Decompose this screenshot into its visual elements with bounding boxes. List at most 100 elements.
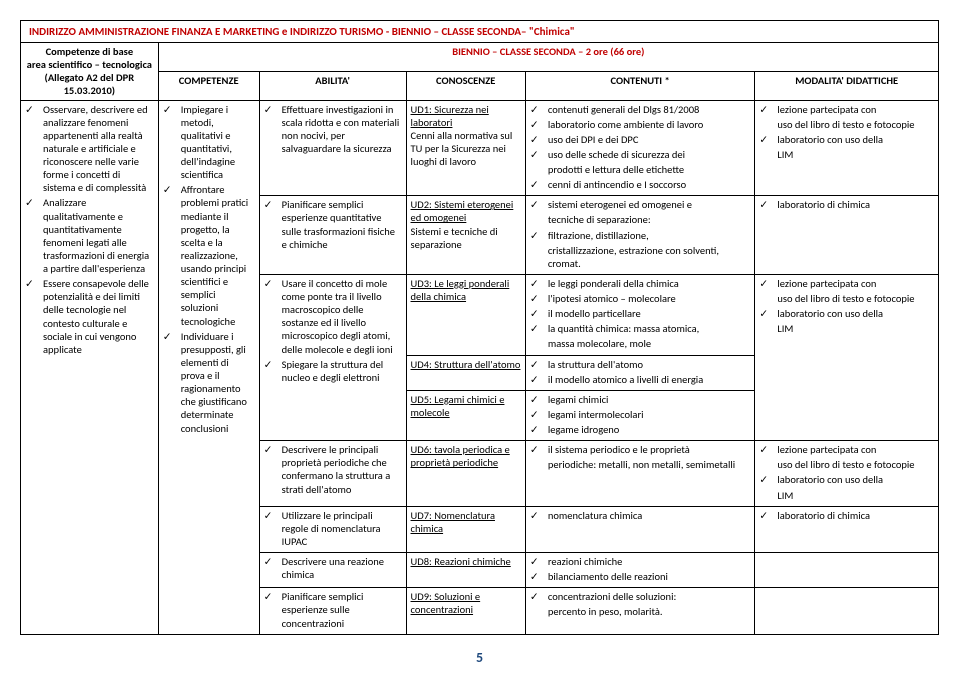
r6c0: il sistema periodico e le proprietà: [530, 443, 751, 456]
r2m0: laboratorio di chimica: [759, 198, 934, 211]
r2ct: tecniche di separazione:: [530, 213, 751, 226]
r6ct: periodiche: metalli, non metalli, semime…: [530, 458, 751, 471]
competenze-base-cell: Osservare, descrivere ed analizzare feno…: [21, 100, 159, 634]
r6-abilita-text: Descrivere le principali proprietà perio…: [264, 443, 402, 496]
r5c1: legami intermolecolari: [530, 408, 751, 421]
col1-header: Competenze di base area scientifico – te…: [21, 43, 159, 101]
r8-conoscenze: UD8: Reazioni chimiche: [406, 553, 525, 588]
r3m1: laboratorio con uso della: [759, 307, 934, 320]
comp3: Individuare i presupposti, gli elementi …: [163, 330, 255, 435]
r6-abilita: Descrivere le principali proprietà perio…: [259, 441, 406, 507]
r5-conoscenze: UD5: Legami chimici e molecole: [406, 390, 525, 440]
r3-abilita: Usare il concetto di mole come ponte tra…: [259, 274, 406, 440]
r1-con-text: Cenni alla normativa sul TU per la Sicur…: [411, 129, 513, 168]
r1c3: uso delle schede di sicurezza dei: [530, 148, 751, 161]
cb1: Osservare, descrivere ed analizzare feno…: [25, 103, 154, 195]
r3c0: le leggi ponderali della chimica: [530, 277, 751, 290]
r8-modalita: [755, 553, 939, 588]
r8-abilita: Descrivere una reazione chimica: [259, 553, 406, 588]
r1c1: laboratorio come ambiente di lavoro: [530, 118, 751, 131]
r6-ud: UD6: tavola periodica e proprietà period…: [411, 443, 510, 469]
h-competenze: COMPETENZE: [158, 71, 259, 100]
r4c0: la struttura dell'atomo: [530, 358, 751, 371]
h-contenuti: CONTENUTI *: [525, 71, 755, 100]
r3-ud: UD3: Le leggi ponderali della chimica: [411, 277, 510, 303]
r4-conoscenze: UD4: Struttura dell'atomo: [406, 355, 525, 390]
r7-conoscenze: UD7: Nomenclatura chimica: [406, 506, 525, 552]
r3m0: lezione partecipata con: [759, 277, 934, 290]
r2c1: filtrazione, distillazione,: [530, 229, 751, 242]
r8-abilita-text: Descrivere una reazione chimica: [264, 555, 402, 581]
r9-conoscenze: UD9: Soluzioni e concentrazioni: [406, 588, 525, 634]
curriculum-table: Competenze di base area scientifico – te…: [20, 42, 939, 635]
r9-ud: UD9: Soluzioni e concentrazioni: [411, 590, 481, 616]
r1-abilita: Effettuare investigazioni in scala ridot…: [259, 100, 406, 196]
r2c0: sistemi eterogenei ed omogenei e: [530, 198, 751, 211]
col1-header-line3: (Allegato A2 del DPR 15.03.2010): [25, 71, 154, 97]
r3mpre: uso del libro di testo e fotocopie: [759, 292, 934, 305]
r1-ud: UD1: Sicurezza nei laboratori: [411, 103, 489, 129]
biennio-header: BIENNIO – CLASSE SECONDA – 2 ore (66 ore…: [158, 43, 938, 72]
r6mpre: uso del libro di testo e fotocopie: [759, 458, 934, 471]
r2-abilita: Pianificare semplici esperienze quantita…: [259, 196, 406, 275]
r3c2: il modello particellare: [530, 307, 751, 320]
r4-ud: UD4: Struttura dell'atomo: [411, 358, 521, 371]
comp2: Affrontare problemi pratici mediante il …: [163, 183, 255, 327]
r2-modalita: laboratorio di chimica: [755, 196, 939, 275]
r6m1: laboratorio con uso della: [759, 473, 934, 486]
r7-contenuti: nomenclatura chimica: [525, 506, 755, 552]
r5-contenuti: legami chimici legami intermolecolari le…: [525, 390, 755, 440]
r3mtail: LIM: [759, 322, 934, 335]
r8-ud: UD8: Reazioni chimiche: [411, 555, 511, 568]
r6-contenuti: il sistema periodico e le proprietà peri…: [525, 441, 755, 507]
r2-abilita-text: Pianificare semplici esperienze quantita…: [264, 198, 402, 251]
col1-header-line2: area scientifico – tecnologica: [25, 58, 154, 71]
r9-abilita: Pianificare semplici esperienze sulle co…: [259, 588, 406, 634]
r3ct: massa molecolare, mole: [530, 337, 751, 350]
r7-ud: UD7: Nomenclatura chimica: [411, 509, 495, 535]
r3-abilita-text: Usare il concetto di mole come ponte tra…: [264, 277, 402, 356]
r3c3: la quantità chimica: massa atomica,: [530, 322, 751, 335]
r2-contenuti: sistemi eterogenei ed omogenei e tecnich…: [525, 196, 755, 275]
r1m1: laboratorio con uso della: [759, 133, 934, 146]
r6mtail: LIM: [759, 489, 934, 502]
r9-modalita: [755, 588, 939, 634]
r1-abilita-text: Effettuare investigazioni in scala ridot…: [264, 103, 402, 156]
r2-ud: UD2: Sistemi eterogenei ed omogenei: [411, 198, 514, 224]
r7-abilita: Utilizzare le principali regole di nomen…: [259, 506, 406, 552]
page-title: INDIRIZZO AMMINISTRAZIONE FINANZA E MARK…: [20, 20, 939, 42]
h-abilita: ABILITA': [259, 71, 406, 100]
r5c0: legami chimici: [530, 393, 751, 406]
r8-contenuti: reazioni chimiche bilanciamento delle re…: [525, 553, 755, 588]
r6m0: lezione partecipata con: [759, 443, 934, 456]
r1m0: lezione partecipata con: [759, 103, 934, 116]
r1c0: contenuti generali del Dlgs 81/2008: [530, 103, 751, 116]
r1ct0: prodotti e lettura delle etichette: [530, 163, 751, 176]
r7m0: laboratorio di chimica: [759, 509, 934, 522]
col1-header-line1: Competenze di base: [25, 45, 154, 58]
r8c1: bilanciamento delle reazioni: [530, 570, 751, 583]
r1-conoscenze: UD1: Sicurezza nei laboratori Cenni alla…: [406, 100, 525, 196]
r9-contenuti: concentrazioni delle soluzioni: percento…: [525, 588, 755, 634]
r7-abilita-text: Utilizzare le principali regole di nomen…: [264, 509, 402, 548]
page-number: 5: [20, 649, 939, 666]
r9ct: percento in peso, molarità.: [530, 605, 751, 618]
r9-abilita-text: Pianificare semplici esperienze sulle co…: [264, 590, 402, 629]
r3-conoscenze: UD3: Le leggi ponderali della chimica: [406, 274, 525, 355]
r7-modalita: laboratorio di chimica: [755, 506, 939, 552]
r4c1: il modello atomico a livelli di energia: [530, 373, 751, 386]
r1-contenuti: contenuti generali del Dlgs 81/2008 labo…: [525, 100, 755, 196]
r2-con-text: Sistemi e tecniche di separazione: [411, 225, 498, 251]
r3c1: l'ipotesi atomico – molecolare: [530, 292, 751, 305]
cb2: Analizzare qualitativamente e quantitati…: [25, 196, 154, 275]
r8c0: reazioni chimiche: [530, 555, 751, 568]
competenze-cell: Impiegare i metodi, qualitativi e quanti…: [158, 100, 259, 634]
r1mpre: uso del libro di testo e fotocopie: [759, 118, 934, 131]
r1c2: uso dei DPI e dei DPC: [530, 133, 751, 146]
r1c4: cenni di antincendio e I soccorso: [530, 178, 751, 191]
r1mtail: LIM: [759, 148, 934, 161]
r7c0: nomenclatura chimica: [530, 509, 751, 522]
r1-modalita: lezione partecipata con uso del libro di…: [755, 100, 939, 196]
r5-ud: UD5: Legami chimici e molecole: [411, 393, 505, 419]
comp1: Impiegare i metodi, qualitativi e quanti…: [163, 103, 255, 182]
